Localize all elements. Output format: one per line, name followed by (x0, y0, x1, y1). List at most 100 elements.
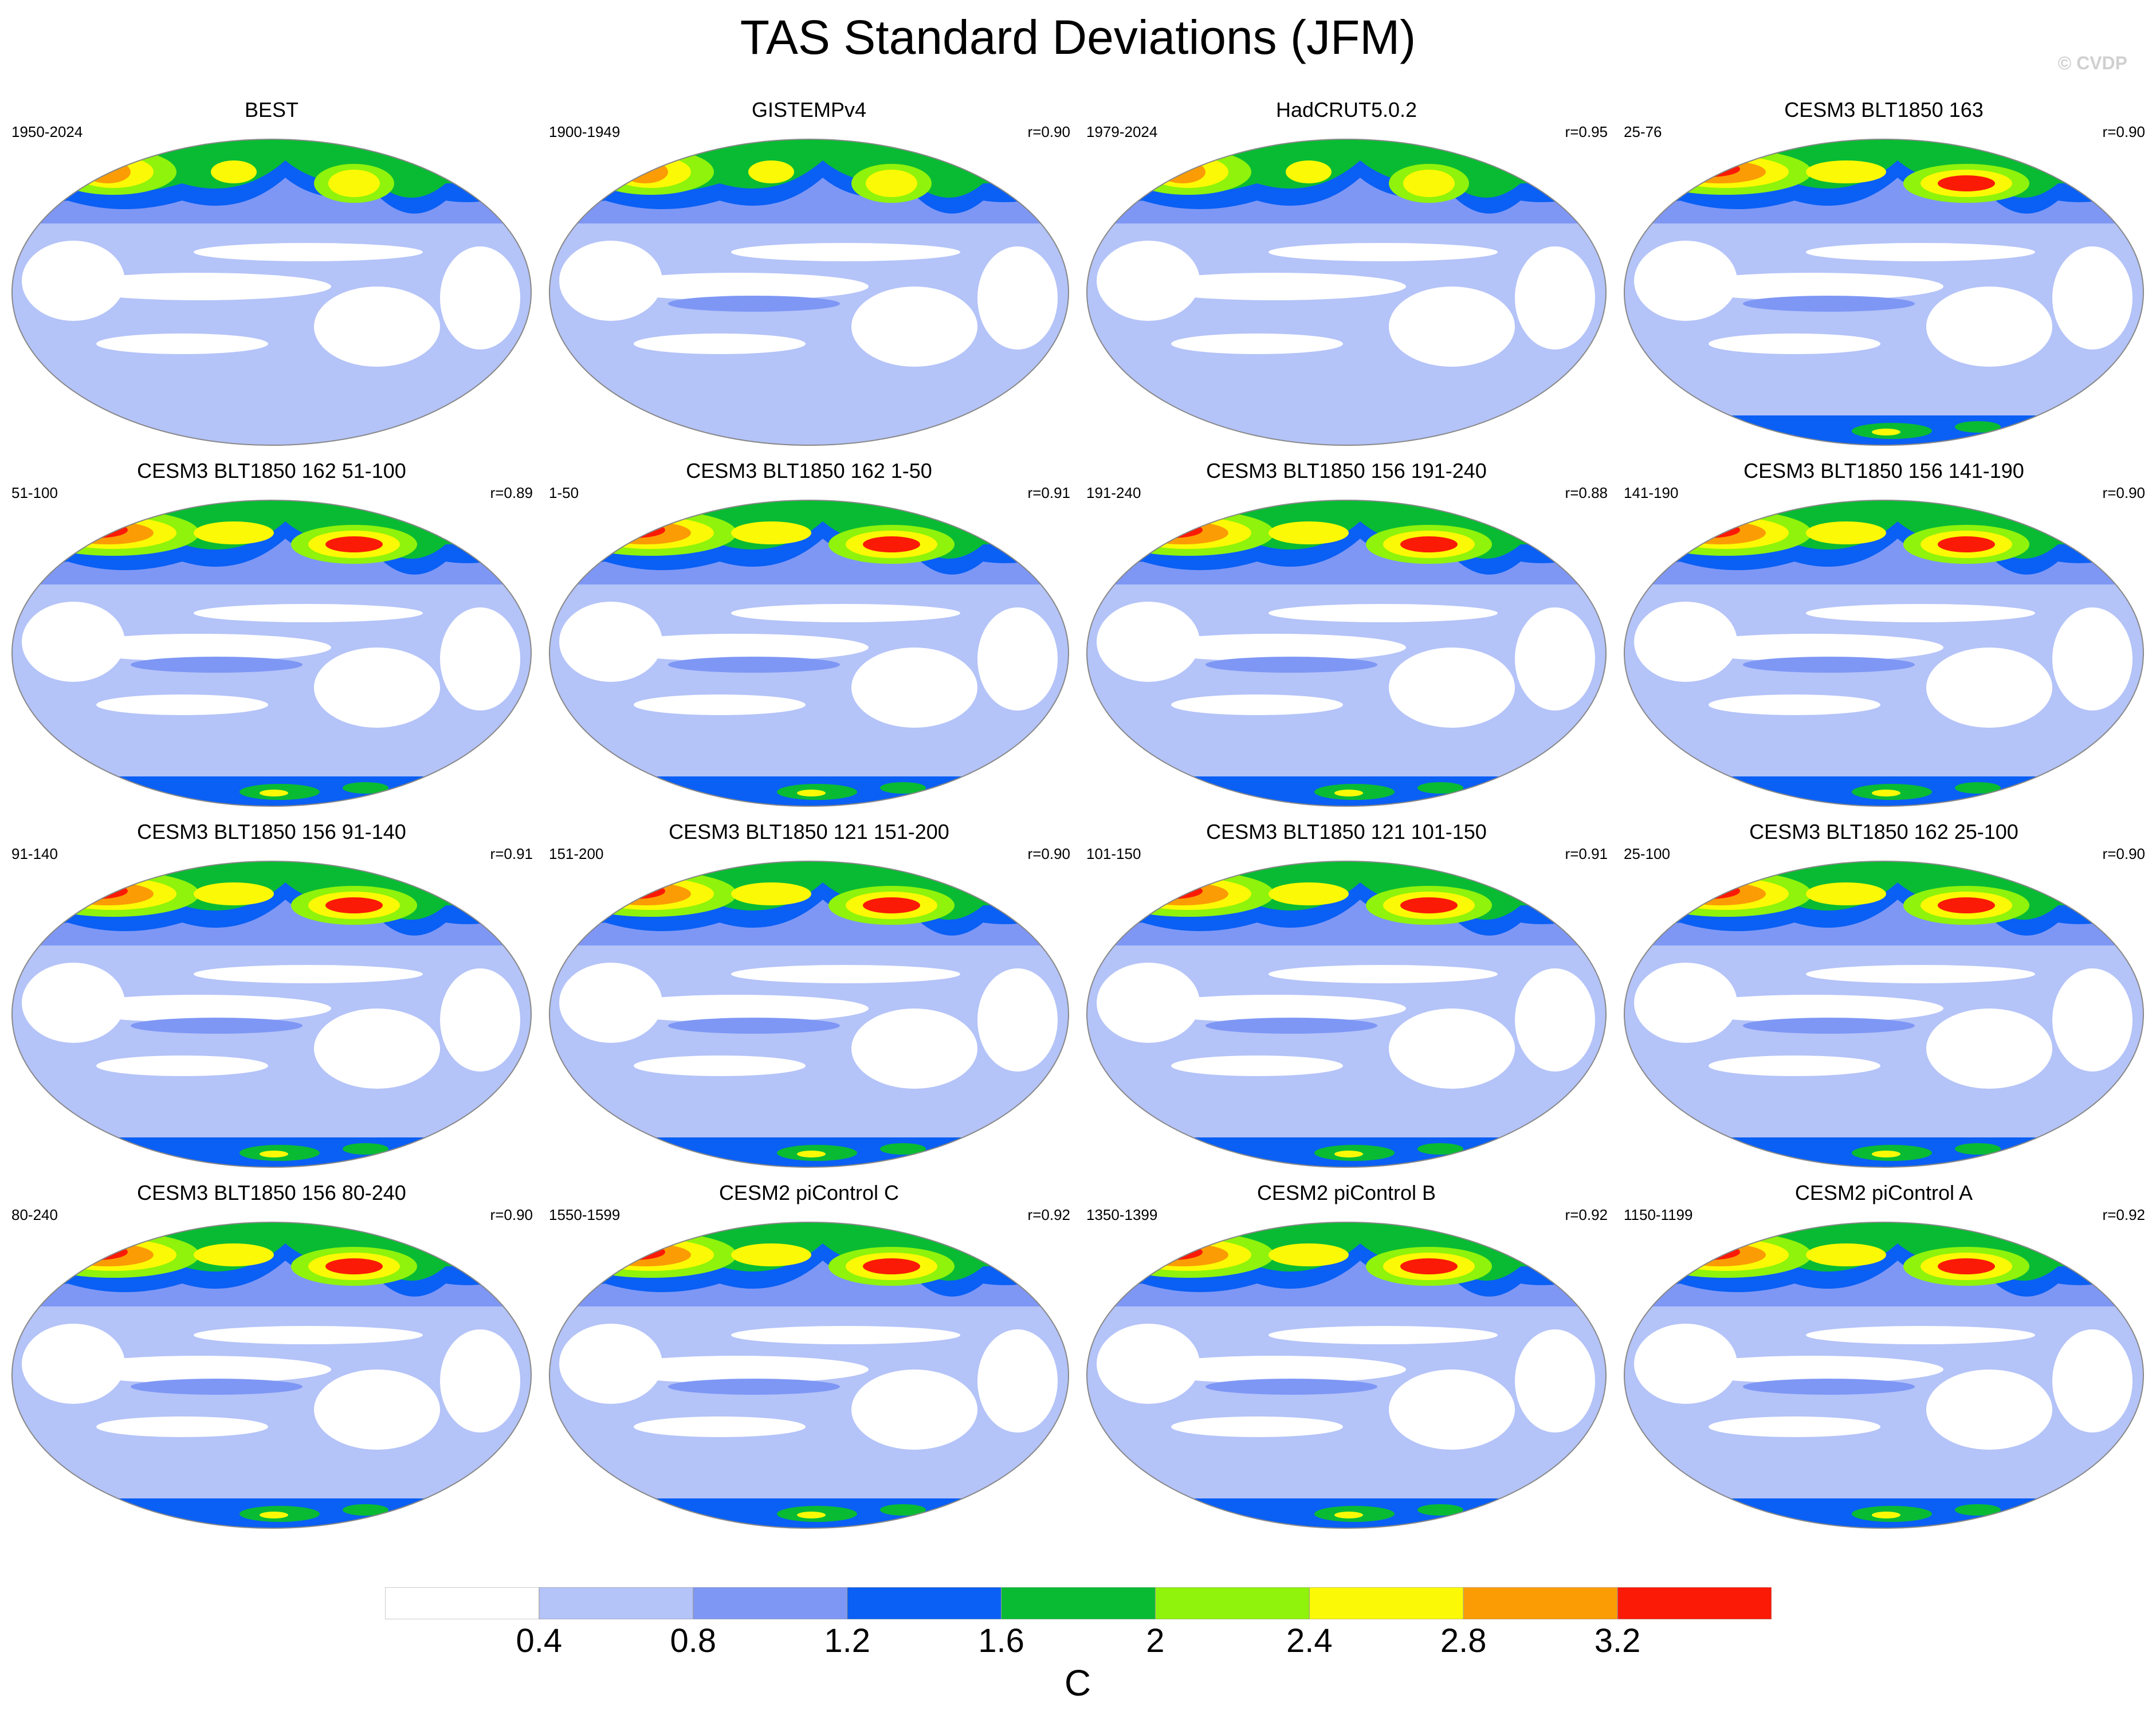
low-variability-zone (1142, 995, 1406, 1022)
north-america-maximum (328, 170, 380, 197)
low-variability-zone (1680, 634, 1943, 661)
colorbar-segment (1001, 1587, 1156, 1619)
panel-period: 151-200 (549, 845, 604, 862)
low-variability-zone (314, 1008, 440, 1089)
colorbar-segment (693, 1587, 848, 1619)
panel-correlation: r=0.90 (1027, 845, 1070, 862)
low-variability-zone (1680, 273, 1943, 300)
antarctic-maximum (1417, 1504, 1463, 1516)
low-variability-zone (1806, 604, 2035, 622)
panel-period: 1900-1949 (549, 123, 621, 140)
antarctic-maximum (1872, 1151, 1900, 1157)
std-dev-map (1624, 1222, 2144, 1529)
low-variability-zone (851, 287, 977, 367)
low-variability-zone (68, 995, 331, 1022)
eurasia-maximum (85, 160, 131, 183)
low-variability-zone (634, 1055, 806, 1076)
low-variability-zone (96, 1055, 268, 1076)
north-america-maximum (325, 536, 383, 552)
low-variability-zone (1142, 273, 1406, 300)
low-variability-zone (1171, 333, 1343, 354)
low-variability-zone (1634, 241, 1737, 321)
panel-correlation: r=0.92 (1565, 1206, 1608, 1223)
low-variability-zone (1634, 1324, 1737, 1404)
north-america-maximum (1938, 175, 1995, 191)
std-dev-map (1624, 861, 2144, 1168)
tropical-band (668, 657, 840, 673)
low-variability-zone (1142, 1356, 1406, 1383)
panel-title: HadCRUT5.0.2 (1275, 98, 1417, 121)
panel-period: 51-100 (11, 484, 58, 501)
low-variability-zone (2052, 246, 2133, 350)
colorbar-tick-label: 2 (1146, 1622, 1165, 1659)
colorbar-tick-label: 3.2 (1594, 1622, 1641, 1659)
low-variability-zone (1142, 634, 1406, 661)
eurasia-maximum (1674, 882, 1766, 905)
low-variability-zone (440, 968, 520, 1072)
eurasia-maximum (622, 160, 668, 183)
low-variability-zone (605, 273, 869, 300)
low-variability-zone (1389, 647, 1515, 728)
north-america-maximum (1938, 1258, 1995, 1274)
low-variability-zone (440, 246, 520, 350)
low-variability-zone (1515, 968, 1595, 1072)
low-variability-zone (1926, 647, 2052, 728)
antarctic-maximum (1334, 790, 1363, 796)
eurasia-maximum (1137, 882, 1228, 905)
tropical-band (1743, 1018, 1915, 1034)
tropical-band (131, 657, 303, 673)
siberia-maximum (1806, 160, 1886, 183)
siberia-maximum (194, 521, 274, 544)
panel-correlation: r=0.95 (1565, 123, 1608, 140)
antarctic-maximum (1955, 421, 2001, 433)
low-variability-zone (68, 1356, 331, 1383)
eurasia-maximum (1137, 1243, 1228, 1266)
colorbar-tick-label: 0.8 (670, 1622, 717, 1659)
map-panel: CESM3 BLT1850 162 51-100 51-100 r=0.89 (2, 458, 541, 814)
low-variability-zone (1171, 1055, 1343, 1076)
low-variability-zone (1389, 1008, 1515, 1089)
panel-period: 1979-2024 (1086, 123, 1158, 140)
tropical-band (668, 1379, 840, 1395)
siberia-maximum (1269, 521, 1349, 544)
colorbar-tick-label: 0.4 (516, 1622, 563, 1659)
map-panel: CESM3 BLT1850 156 191-240 191-240 r=0.88 (1077, 458, 1616, 814)
low-variability-zone (1634, 963, 1737, 1043)
low-variability-zone (851, 647, 977, 728)
map-outline (11, 139, 532, 446)
panel-correlation: r=0.90 (2102, 484, 2145, 501)
low-variability-zone (314, 1369, 440, 1450)
antarctic-band (1087, 415, 1606, 445)
north-america-maximum (1400, 1258, 1458, 1274)
antarctic-maximum (260, 1512, 288, 1518)
std-dev-map (549, 861, 1069, 1168)
panel-period: 80-240 (11, 1206, 58, 1223)
colorbar-tick-label: 1.6 (978, 1622, 1024, 1659)
low-variability-zone (1926, 1369, 2052, 1450)
tropical-band (131, 1018, 303, 1034)
panel-correlation: r=0.92 (1027, 1206, 1070, 1223)
colorbar-segment (847, 1587, 1002, 1619)
antarctic-maximum (343, 1143, 388, 1155)
low-variability-zone (1097, 963, 1200, 1043)
low-variability-zone (605, 1356, 869, 1383)
antarctic-maximum (1417, 1143, 1463, 1155)
panel-title: CESM2 piControl C (718, 1181, 900, 1204)
north-america-maximum (325, 897, 383, 913)
panel-period: 191-240 (1086, 484, 1141, 501)
colorbar-tick-label: 1.2 (824, 1622, 870, 1659)
low-variability-zone (977, 968, 1058, 1072)
low-variability-zone (22, 1324, 125, 1404)
siberia-maximum (1269, 882, 1349, 905)
panel-title: CESM3 BLT1850 156 80-240 (137, 1181, 406, 1204)
north-america-maximum (1400, 897, 1458, 913)
map-outline (1086, 500, 1607, 807)
std-dev-map (1086, 500, 1607, 807)
antarctic-maximum (797, 1512, 826, 1518)
panel-title: CESM3 BLT1850 121 151-200 (669, 820, 949, 843)
antarctic-maximum (1417, 782, 1463, 794)
low-variability-zone (559, 1324, 662, 1404)
north-america-maximum (1938, 897, 1995, 913)
panel-title: CESM2 piControl A (1794, 1181, 1973, 1204)
panel-title: CESM2 piControl B (1256, 1181, 1436, 1204)
